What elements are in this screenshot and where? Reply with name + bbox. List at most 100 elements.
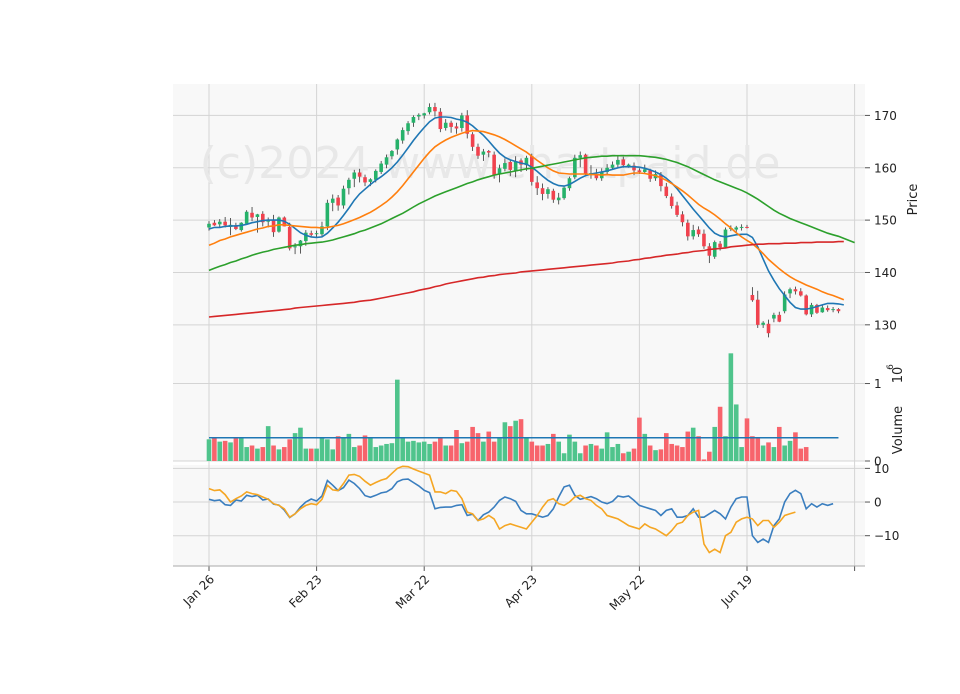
candle-body [465, 115, 470, 134]
candle-body [234, 225, 238, 230]
volume-bar [572, 441, 578, 461]
volume-bar [707, 451, 712, 461]
moving-average-line [208, 240, 844, 318]
candle-body [594, 174, 599, 179]
volume-bar [303, 448, 309, 461]
candle-body [788, 289, 792, 294]
candle-body [782, 294, 787, 312]
candle-body [244, 211, 249, 224]
volume-bar [782, 445, 787, 461]
candle-body [723, 229, 728, 248]
volume-bar [454, 430, 459, 461]
candle-body [809, 304, 814, 315]
volume-bar [551, 433, 556, 461]
candle-body [777, 314, 782, 322]
candle-body [503, 163, 507, 169]
candle-body [750, 294, 755, 301]
volume-bar [696, 436, 701, 461]
candle-body [481, 151, 486, 155]
candle-body [524, 157, 529, 166]
volume-multiplier-exponent: 6 [886, 364, 896, 370]
volume-bar [373, 447, 379, 461]
candle-body [287, 226, 292, 249]
volume-bar [325, 439, 330, 461]
candle-body [460, 115, 464, 128]
volume-bar [244, 447, 249, 461]
volume-bar [577, 453, 583, 461]
volume-bar [604, 432, 610, 461]
candle-body [363, 177, 367, 183]
volume-bar [712, 426, 718, 461]
volume-bar [642, 433, 648, 461]
volume-bar [798, 448, 804, 461]
volume-bar [518, 419, 524, 461]
candle-body [766, 323, 771, 334]
volume-bar [421, 441, 427, 461]
price-panel-bg [173, 84, 865, 351]
volume-bar [464, 441, 470, 461]
price-y-tick-label: 130 [874, 318, 897, 332]
candle-body [239, 222, 244, 231]
candle-body [718, 243, 722, 248]
volume-bar [556, 441, 561, 461]
candle-body [261, 213, 265, 223]
volume-bar [766, 442, 771, 461]
candle-body [433, 107, 437, 112]
volume-bar [368, 437, 373, 461]
volume-bar [255, 448, 260, 461]
volume-bar [561, 453, 567, 461]
candle-body [616, 159, 620, 165]
volume-bar [674, 445, 680, 461]
candle-body [696, 229, 701, 235]
volume-bar [803, 447, 809, 461]
candle-body [556, 197, 561, 201]
volume-bar [448, 445, 454, 461]
candle-body [583, 154, 588, 174]
volume-bar [212, 437, 217, 461]
volume-bar [733, 404, 739, 461]
candle-body [745, 226, 749, 228]
candle-body [755, 299, 760, 325]
volume-bar [534, 445, 540, 461]
candle-body [804, 295, 808, 315]
volume-bar [400, 437, 405, 461]
candle-body [314, 233, 319, 235]
volume-bar [330, 449, 336, 461]
volume-bar [351, 447, 357, 461]
candle-body [476, 146, 480, 156]
candle-body [492, 154, 496, 176]
price-y-tick-label: 170 [874, 109, 897, 123]
volume-bar [206, 439, 212, 461]
volume-bar [760, 445, 766, 461]
volume-bar [750, 436, 755, 461]
candle-body [422, 113, 426, 116]
candle-body [551, 190, 556, 200]
candle-body [508, 162, 513, 170]
candle-body [567, 178, 572, 189]
candle-body [304, 232, 308, 242]
candle-body [330, 198, 335, 203]
volume-bar [507, 426, 513, 461]
candle-body [691, 230, 695, 237]
volume-bar [610, 447, 615, 461]
volume-bar [481, 441, 486, 461]
candle-body [443, 122, 448, 128]
volume-bar [486, 431, 492, 461]
candle-body [799, 291, 803, 296]
volume-y-tick-label: 1 [874, 377, 882, 391]
volume-bar [238, 437, 244, 461]
candle-body [675, 205, 679, 215]
candle-body [320, 226, 324, 235]
price-y-tick-label: 140 [874, 266, 897, 280]
candle-body [438, 111, 443, 130]
volume-bar [405, 441, 411, 461]
candle-body [352, 172, 357, 179]
volume-multiplier-label: 10 [891, 367, 906, 384]
candle-body [793, 289, 798, 292]
volume-bar [298, 427, 303, 461]
volume-bar [475, 433, 481, 461]
volume-bar [599, 448, 605, 461]
candle-body [632, 165, 636, 171]
volume-bar [432, 441, 438, 461]
